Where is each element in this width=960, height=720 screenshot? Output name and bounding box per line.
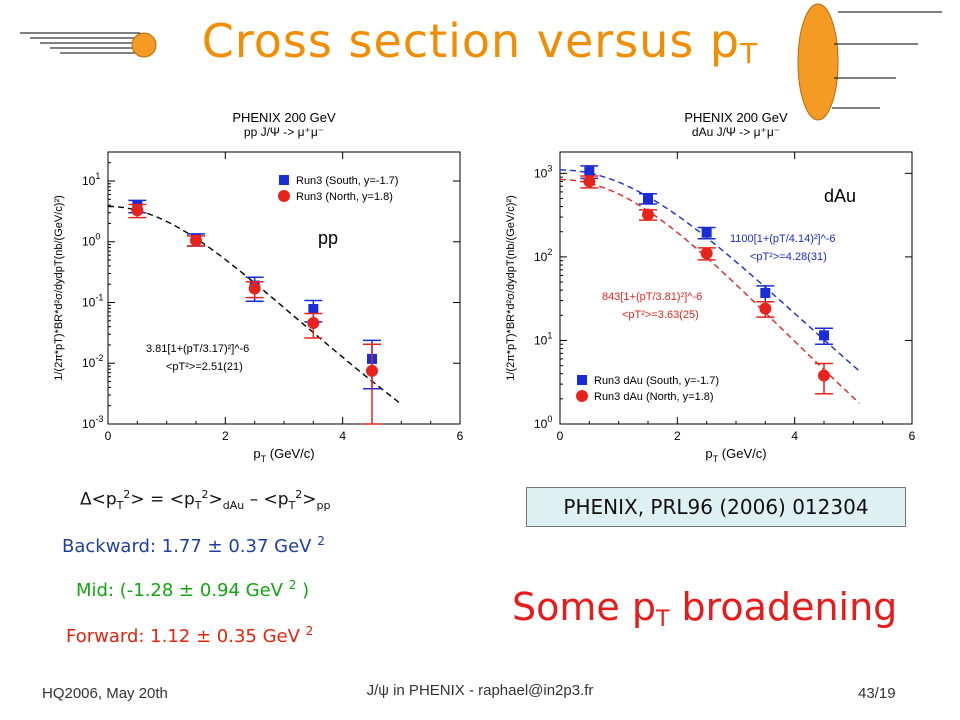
- pp-point-north: [190, 234, 202, 247]
- dau-xtick-label: 0: [557, 429, 564, 443]
- dau-point-south: [643, 193, 653, 204]
- broadening-conclusion: Some pT broadening: [512, 585, 898, 632]
- dau-fit-formula-0: 1100[1+(pT/4.14)²]^-6: [730, 233, 836, 245]
- pp-ytick-label: 100: [82, 232, 100, 249]
- dau-y-axis-label: 1/(2π*pT)*BR*d²σ/dydpT(nb/(GeV/c)²): [505, 195, 517, 381]
- pp-ytick-label: 10-1: [82, 292, 103, 309]
- dau-point-south: [584, 166, 595, 177]
- pp-xtick-label: 4: [339, 429, 346, 443]
- dau-chart-subtitle: dAu J/Ψ -> μ⁺μ⁻: [692, 125, 780, 139]
- footer-date: HQ2006, May 20th: [42, 685, 168, 702]
- dau-ytick-label: 102: [534, 247, 552, 264]
- dau-ytick-label: 101: [534, 330, 552, 347]
- dau-fit-meanpt2-0: <pT²>=4.28(31): [750, 251, 827, 263]
- pp-legend-label: Run3 (North, y=1.8): [296, 191, 393, 203]
- dau-system-label: dAu: [824, 186, 856, 206]
- dau-point-north: [759, 302, 772, 315]
- dau-chart-title: PHENIX 200 GeV: [684, 110, 788, 125]
- dau-legend-label: Run3 dAu (South, y=-1.7): [594, 375, 719, 387]
- dau-xtick-label: 4: [791, 429, 798, 443]
- pp-xtick-label: 0: [105, 429, 112, 443]
- pp-chart-subtitle: pp J/Ψ -> μ⁺μ⁻: [244, 125, 324, 139]
- pp-ytick-label: 101: [82, 171, 100, 188]
- pp-xtick-label: 2: [222, 429, 229, 443]
- pp-chart-panel: PHENIX 200 GeV pp J/Ψ -> μ⁺μ⁻ 0 2 4 6 pT (GeV/…: [36, 100, 486, 470]
- pp-xtick-label: 6: [457, 429, 464, 443]
- dau-point-north: [583, 175, 596, 188]
- pp-chart-title: PHENIX 200 GeV: [232, 110, 336, 125]
- slide-title: Cross section versus pT: [201, 14, 759, 70]
- footer-page-number: 43/19: [858, 685, 896, 702]
- mid-result: Mid: (-1.28 ± 0.94 GeV 2 ): [76, 578, 310, 601]
- pp-system-label: pp: [318, 228, 338, 248]
- pp-ytick-label: 10-2: [82, 353, 103, 370]
- dau-x-axis-label: pT (GeV/c): [705, 446, 766, 464]
- forward-result: Forward: 1.12 ± 0.35 GeV 2: [66, 624, 314, 647]
- dau-chart-panel: PHENIX 200 GeV dAu J/Ψ -> μ⁺μ⁻ 0 2 4 6 pT (GeV…: [488, 100, 938, 470]
- pp-fit-curve-0: [107, 205, 402, 405]
- footer-center: J/ψ in PHENIX - raphael@in2p3.fr: [366, 682, 594, 699]
- dau-legend-marker-circle: [576, 390, 588, 402]
- delta-pt2-formula: Δ<pT2> = <pT2>dAu – <pT2>pp: [80, 488, 331, 513]
- dau-ytick-label: 103: [534, 163, 552, 180]
- pp-point-south: [308, 304, 319, 315]
- dau-point-north: [642, 208, 654, 221]
- pp-legend-marker-square: [279, 175, 289, 185]
- pp-point-north: [248, 282, 261, 295]
- dau-ytick-label: 100: [534, 414, 552, 431]
- pp-legend-label: Run3 (South, y=-1.7): [296, 175, 398, 187]
- reference-box: PHENIX, PRL96 (2006) 012304: [526, 487, 906, 527]
- beam-left-graphic: [20, 32, 157, 58]
- backward-result: Backward: 1.77 ± 0.37 GeV 2: [62, 534, 325, 557]
- dau-fit-formula-1: 843[1+(pT/3.81)²]^-6: [602, 291, 702, 303]
- pp-point-north: [307, 316, 320, 329]
- dau-point-south: [760, 287, 771, 298]
- dau-xtick-label: 6: [909, 429, 916, 443]
- dau-fit-curve-0: [560, 169, 860, 372]
- dau-point-south: [819, 330, 829, 341]
- pp-point-north: [366, 364, 378, 377]
- dau-legend-marker-square: [577, 375, 587, 385]
- dau-legend-label: Run3 dAu (North, y=1.8): [594, 391, 714, 403]
- dau-point-north: [700, 247, 713, 260]
- dau-fit-meanpt2-1: <pT²>=3.63(25): [622, 309, 699, 321]
- pp-point-north: [131, 204, 144, 217]
- pp-legend-marker-circle: [278, 190, 290, 202]
- pp-y-axis-label: 1/(2π*pT)*BR*d²σ/dydpT(nb/(GeV/c)²): [53, 195, 65, 381]
- pp-fit-meanpt2-0: <pT²>=2.51(21): [166, 361, 243, 373]
- beam-right-graphic: [797, 3, 942, 121]
- pp-ytick-label: 10-3: [82, 414, 103, 431]
- pp-x-axis-label: pT (GeV/c): [253, 446, 314, 464]
- dau-point-south: [701, 227, 712, 238]
- dau-xtick-label: 2: [674, 429, 681, 443]
- pp-fit-formula-0: 3.81[1+(pT/3.17)²]^-6: [146, 343, 249, 355]
- dau-point-north: [818, 369, 830, 382]
